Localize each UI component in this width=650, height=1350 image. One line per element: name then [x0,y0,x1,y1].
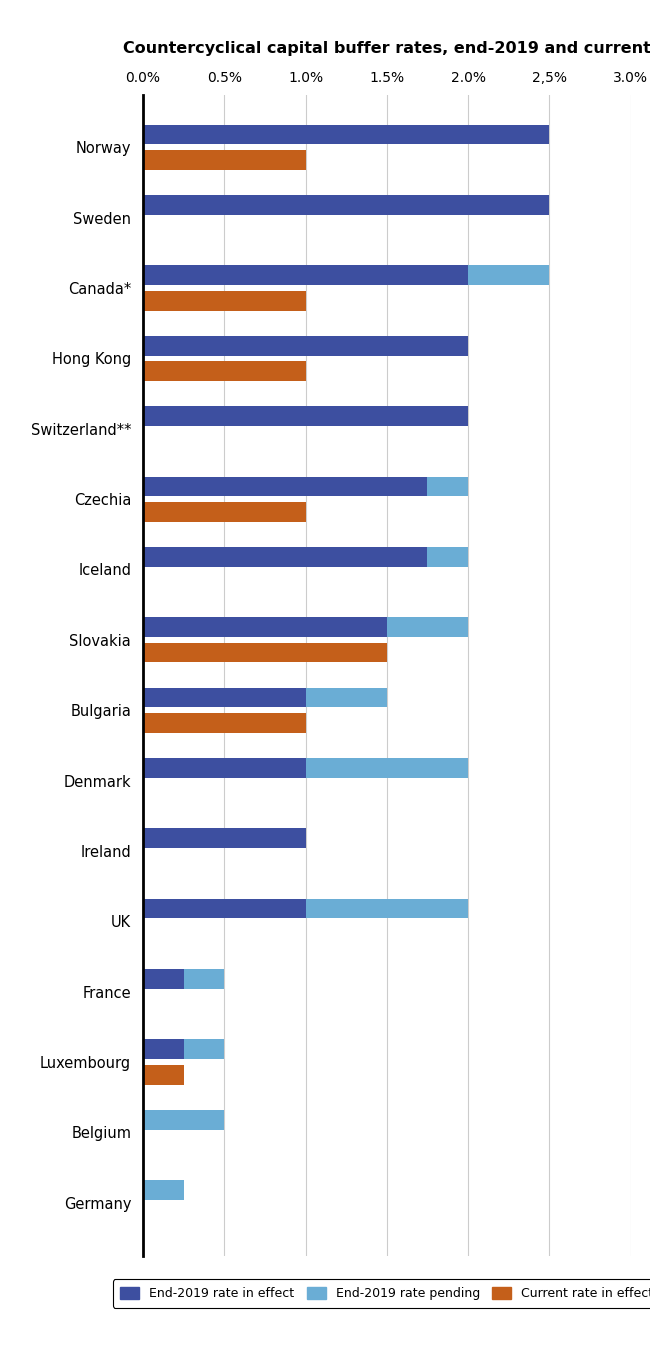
Bar [143,1110,224,1130]
Bar [143,829,306,848]
Bar [143,266,468,285]
Bar [143,643,387,663]
Bar [468,266,549,285]
Bar [143,759,306,778]
Bar [143,687,306,707]
Bar [143,617,387,637]
Bar [143,290,306,310]
Bar [143,336,468,355]
Bar [143,362,306,381]
Bar [143,1040,183,1060]
Bar [143,124,549,144]
Bar [387,617,468,637]
Bar [183,969,224,988]
Bar [143,713,306,733]
Bar [143,547,428,567]
Bar [143,196,549,215]
Bar [306,899,468,918]
Bar [143,1180,183,1200]
Bar [143,899,306,918]
Bar [143,502,306,521]
Bar [428,547,468,567]
Legend: End-2019 rate in effect, End-2019 rate pending, Current rate in effect: End-2019 rate in effect, End-2019 rate p… [113,1278,650,1308]
Bar [143,150,306,170]
Bar [143,406,468,425]
Bar [306,687,387,707]
Bar [306,759,468,778]
Title: Countercyclical capital buffer rates, end-2019 and current: Countercyclical capital buffer rates, en… [123,40,650,55]
Bar [143,1065,183,1084]
Bar [143,969,183,988]
Bar [183,1040,224,1060]
Bar [143,477,428,497]
Bar [428,477,468,497]
